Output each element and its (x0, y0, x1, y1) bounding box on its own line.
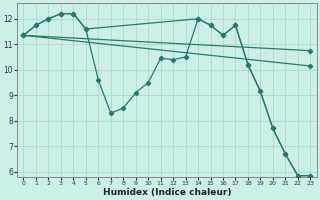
X-axis label: Humidex (Indice chaleur): Humidex (Indice chaleur) (103, 188, 231, 197)
